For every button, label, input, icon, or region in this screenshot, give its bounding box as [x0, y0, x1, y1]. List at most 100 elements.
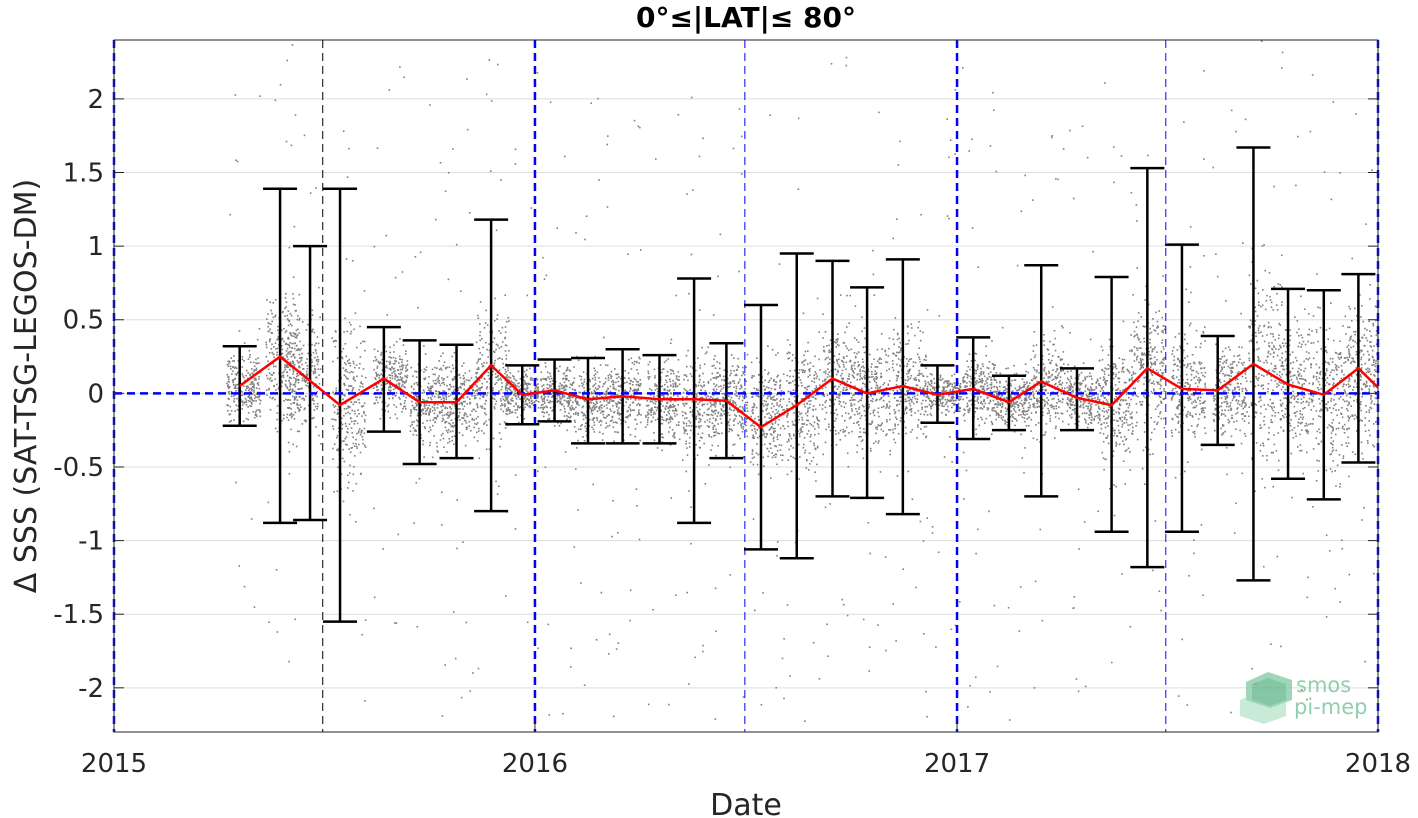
data-point [422, 440, 424, 442]
data-point [638, 356, 640, 359]
data-point [314, 367, 316, 370]
data-point [530, 377, 532, 379]
data-point [495, 480, 497, 483]
data-point [420, 369, 422, 372]
data-point [341, 357, 344, 360]
data-point [735, 391, 738, 394]
data-point [562, 385, 565, 388]
data-point [285, 365, 287, 368]
data-point [423, 399, 425, 401]
data-point [427, 397, 430, 399]
data-point [594, 369, 596, 372]
data-point [420, 414, 422, 416]
data-point [578, 385, 581, 387]
data-point [547, 418, 549, 420]
data-point [415, 402, 417, 404]
data-point [860, 415, 863, 417]
data-point [355, 445, 358, 448]
data-point [577, 509, 579, 511]
data-point [662, 368, 665, 370]
data-point [437, 380, 439, 383]
data-point [777, 410, 780, 413]
data-point [293, 418, 296, 420]
data-point [912, 365, 915, 368]
data-point [829, 398, 831, 401]
data-point [774, 430, 776, 433]
data-point [835, 339, 837, 341]
data-point [525, 374, 527, 377]
data-point [626, 416, 628, 418]
data-point [740, 424, 742, 427]
data-point [272, 363, 275, 365]
data-point [337, 427, 340, 429]
data-point [237, 387, 239, 390]
data-point [413, 430, 416, 432]
data-point [452, 379, 454, 382]
data-point [753, 375, 755, 377]
data-point [763, 432, 765, 435]
data-point [363, 427, 366, 430]
data-point [348, 371, 351, 374]
data-point [792, 447, 795, 449]
data-point [233, 395, 235, 397]
data-point [458, 431, 461, 434]
data-point [272, 365, 275, 368]
data-point [804, 405, 806, 408]
data-point [227, 380, 230, 383]
data-point [337, 449, 339, 452]
data-point [433, 417, 436, 419]
data-point [293, 333, 296, 335]
data-point [439, 439, 442, 441]
data-point [426, 386, 429, 388]
data-point [620, 384, 623, 387]
data-point [453, 435, 456, 437]
data-point [486, 324, 489, 326]
data-point [637, 381, 640, 383]
data-point [824, 441, 827, 444]
data-point [613, 394, 616, 396]
data-point [442, 437, 445, 440]
data-point [779, 449, 782, 451]
data-point [618, 414, 621, 416]
data-point [770, 407, 773, 409]
data-point [654, 377, 656, 379]
data-point [241, 401, 244, 404]
data-point [654, 419, 657, 421]
data-point [232, 360, 234, 362]
data-point [681, 459, 684, 461]
data-point [517, 406, 519, 409]
data-point [878, 398, 881, 401]
data-point [764, 436, 766, 438]
data-point [718, 367, 721, 370]
data-point [916, 394, 919, 396]
data-point [662, 394, 665, 397]
data-point [542, 377, 544, 380]
data-point [774, 456, 777, 459]
data-point [880, 376, 882, 379]
data-point [594, 376, 597, 379]
data-point [863, 351, 866, 354]
data-point [297, 388, 299, 391]
data-point [475, 397, 477, 399]
data-point [776, 412, 778, 414]
data-point [479, 405, 482, 408]
data-point [346, 330, 348, 333]
data-point [717, 371, 719, 374]
data-point [889, 412, 891, 415]
data-point [803, 360, 805, 362]
data-point [647, 376, 649, 378]
data-point [863, 375, 865, 378]
data-point [746, 353, 749, 356]
data-point [303, 134, 306, 137]
data-point [815, 385, 818, 387]
data-point [549, 401, 551, 404]
data-point [708, 434, 710, 436]
data-point [864, 385, 867, 388]
data-point [226, 404, 228, 406]
data-point [849, 360, 851, 363]
data-point [615, 402, 617, 404]
data-point [672, 379, 674, 382]
data-point [413, 420, 415, 423]
data-point [268, 352, 271, 354]
data-point [450, 425, 453, 428]
